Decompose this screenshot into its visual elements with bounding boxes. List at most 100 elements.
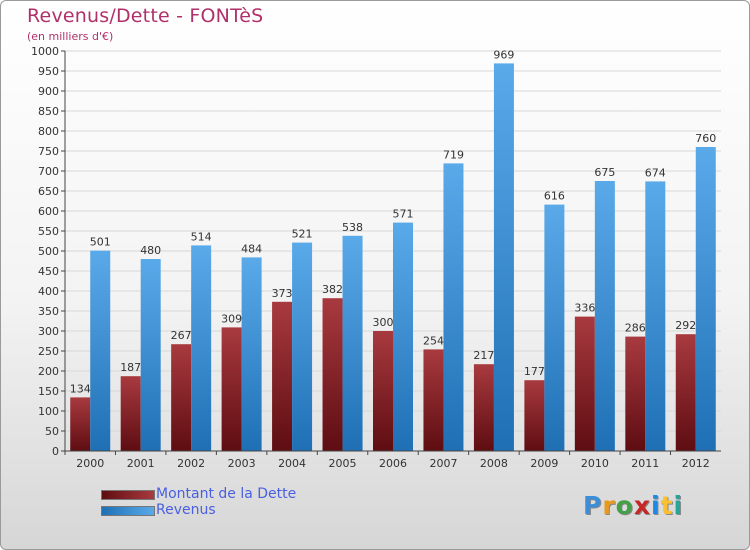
- data-labels: 134 501 187 480 267 514 309 484 373 521 382 538 300 5…: [70, 48, 717, 395]
- data-label-dette: 336: [574, 302, 595, 315]
- bar-dette: [473, 364, 494, 451]
- x-tick-label: 2011: [631, 457, 659, 470]
- y-tick-label: 550: [38, 225, 59, 238]
- data-label-dette: 292: [675, 319, 696, 332]
- x-tick-label: 2012: [682, 457, 710, 470]
- x-tick-label: 2003: [228, 457, 256, 470]
- bar-revenus: [90, 250, 111, 451]
- data-label-dette: 177: [524, 365, 545, 378]
- data-label-dette: 217: [473, 349, 494, 362]
- y-tick-label: 400: [38, 285, 59, 298]
- y-tick-label: 800: [38, 125, 59, 138]
- data-label-dette: 373: [272, 287, 293, 300]
- data-label-revenus: 675: [594, 166, 615, 179]
- bars: [70, 63, 716, 452]
- bar-dette: [675, 334, 696, 451]
- x-tick-label: 2001: [127, 457, 155, 470]
- data-label-revenus: 538: [342, 221, 363, 234]
- bar-revenus: [342, 235, 363, 451]
- x-tick-label: 2007: [429, 457, 457, 470]
- y-tick-label: 1000: [31, 45, 59, 58]
- bar-revenus: [140, 259, 161, 451]
- data-label-revenus: 616: [544, 190, 565, 203]
- chart-subtitle: (en milliers d'€): [27, 30, 114, 43]
- x-tick-label: 2009: [530, 457, 558, 470]
- bar-dette: [221, 327, 242, 451]
- logo-letter: i: [673, 491, 684, 520]
- data-label-revenus: 719: [443, 148, 464, 161]
- bar-dette: [524, 380, 545, 451]
- x-tick-label: 2002: [177, 457, 205, 470]
- bar-revenus: [645, 181, 666, 451]
- logo-letter: r: [602, 491, 616, 520]
- data-label-revenus: 514: [191, 230, 212, 243]
- logo-letter: o: [615, 491, 634, 520]
- x-tick-label: 2010: [581, 457, 609, 470]
- legend-label-revenus: Revenus: [156, 502, 216, 518]
- bar-dette: [272, 301, 293, 451]
- y-tick-label: 150: [38, 385, 59, 398]
- y-tick-label: 600: [38, 205, 59, 218]
- data-label-revenus: 521: [292, 228, 313, 241]
- bar-revenus: [443, 163, 464, 451]
- x-tick-label: 2008: [480, 457, 508, 470]
- x-tick-label: 2004: [278, 457, 306, 470]
- bar-revenus: [695, 147, 716, 451]
- y-tick-label: 450: [38, 265, 59, 278]
- y-tick-label: 950: [38, 65, 59, 78]
- bar-revenus: [493, 63, 514, 452]
- y-tick-label: 350: [38, 305, 59, 318]
- axes: 0 50 100 150 200 250 300 350 400 450 500 550 600 650 7…: [31, 45, 721, 470]
- y-tick-label: 250: [38, 345, 59, 358]
- y-tick-label: 200: [38, 365, 59, 378]
- data-label-revenus: 571: [393, 208, 414, 221]
- bar-revenus: [393, 222, 413, 451]
- logo-letter: i: [651, 491, 661, 520]
- data-label-revenus: 760: [695, 132, 716, 145]
- proxiti-logo: Proxiti: [583, 491, 683, 520]
- y-tick-label: 50: [45, 425, 59, 438]
- y-tick-label: 850: [38, 105, 59, 118]
- bar-revenus: [594, 181, 615, 451]
- bar-dette: [625, 336, 646, 451]
- data-label-revenus: 501: [90, 236, 111, 249]
- bar-revenus: [241, 257, 262, 451]
- data-label-dette: 134: [70, 382, 91, 395]
- legend-swatch-dette: [101, 490, 155, 500]
- x-tick-label: 2005: [329, 457, 357, 470]
- x-tick-label: 2006: [379, 457, 407, 470]
- data-label-revenus: 969: [493, 48, 514, 61]
- logo-letter: P: [583, 491, 603, 520]
- data-label-dette: 286: [625, 322, 646, 335]
- data-label-dette: 254: [423, 334, 444, 347]
- y-tick-label: 100: [38, 405, 59, 418]
- x-tick-label: 2000: [76, 457, 104, 470]
- data-label-revenus: 484: [241, 242, 262, 255]
- bar-dette: [171, 344, 192, 451]
- legend-label-dette: Montant de la Dette: [156, 486, 297, 502]
- data-label-revenus: 480: [140, 244, 161, 257]
- chart-title: Revenus/Dette - FONTèS: [27, 5, 264, 27]
- bar-dette: [322, 298, 343, 451]
- bar-dette: [70, 397, 91, 451]
- legend-swatch-revenus: [101, 506, 155, 516]
- y-tick-label: 650: [38, 185, 59, 198]
- bar-revenus: [544, 204, 565, 451]
- bar-dette: [423, 349, 444, 451]
- bar-dette: [373, 331, 393, 451]
- y-tick-label: 0: [52, 445, 59, 458]
- data-label-dette: 187: [120, 361, 141, 374]
- data-label-dette: 300: [373, 316, 394, 329]
- y-tick-label: 300: [38, 325, 59, 338]
- y-tick-label: 750: [38, 145, 59, 158]
- y-tick-label: 500: [38, 245, 59, 258]
- bar-dette: [574, 316, 595, 451]
- y-tick-label: 900: [38, 85, 59, 98]
- y-tick-label: 700: [38, 165, 59, 178]
- data-label-dette: 309: [221, 312, 242, 325]
- data-label-revenus: 674: [645, 166, 666, 179]
- bar-revenus: [292, 242, 313, 451]
- bar-dette: [120, 376, 141, 451]
